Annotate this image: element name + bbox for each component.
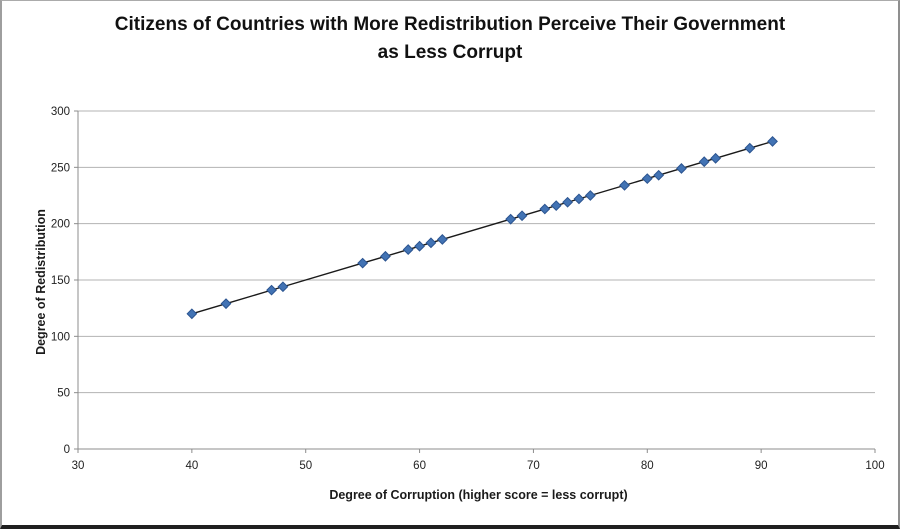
y-tick-label: 200 xyxy=(51,219,70,231)
data-point xyxy=(436,234,448,245)
y-tick-label: 150 xyxy=(51,275,70,287)
y-tick-label: 100 xyxy=(51,331,70,343)
y-tick-label: 0 xyxy=(64,444,70,456)
chart-title-line-2: as Less Corrupt xyxy=(377,42,523,63)
x-tick-label: 50 xyxy=(299,460,312,472)
x-tick-label: 60 xyxy=(413,460,426,472)
y-tick-label: 250 xyxy=(51,162,70,174)
data-point xyxy=(710,152,722,164)
data-point xyxy=(550,200,562,212)
chart-title-line-1: Citizens of Countries with More Redistri… xyxy=(114,14,786,35)
x-tick-label: 30 xyxy=(72,460,85,472)
data-point xyxy=(516,210,528,222)
data-point xyxy=(277,281,289,293)
data-point xyxy=(641,173,653,185)
y-axis-title: Degree of Redistribution xyxy=(34,209,48,355)
x-tick-label: 40 xyxy=(185,460,198,472)
x-tick-label: 70 xyxy=(527,460,540,472)
data-point xyxy=(744,142,756,154)
data-point xyxy=(653,169,665,181)
data-point xyxy=(562,196,573,208)
data-point xyxy=(539,203,551,215)
data-point xyxy=(186,308,198,320)
y-tick-label: 300 xyxy=(51,106,70,118)
x-axis-title: Degree of Corruption (higher score = les… xyxy=(329,488,628,502)
data-point xyxy=(414,240,425,252)
data-point xyxy=(505,213,517,225)
data-point xyxy=(266,284,277,296)
y-tick-label: 50 xyxy=(57,388,70,400)
data-point xyxy=(220,298,232,310)
data-point xyxy=(357,257,369,269)
data-point xyxy=(584,190,596,201)
x-tick-label: 80 xyxy=(641,460,654,472)
data-point xyxy=(767,136,778,147)
chart-title: Citizens of Countries with More Redistri… xyxy=(2,11,898,67)
data-point xyxy=(425,237,437,249)
data-point xyxy=(380,250,391,262)
x-tick-label: 90 xyxy=(755,460,768,472)
data-point xyxy=(573,193,585,205)
data-point xyxy=(619,179,630,191)
data-point xyxy=(698,156,710,168)
data-point xyxy=(676,163,687,174)
data-point xyxy=(402,244,414,255)
x-tick-label: 100 xyxy=(865,460,884,472)
